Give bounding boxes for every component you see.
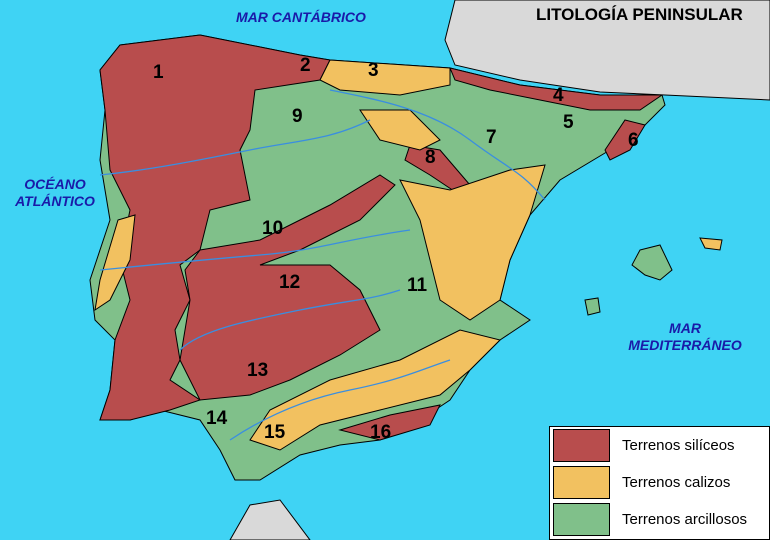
river-ebro xyxy=(329,89,546,201)
region-label: 6 xyxy=(628,130,639,151)
region-label: 5 xyxy=(563,112,574,133)
region-label: 16 xyxy=(370,422,392,443)
river-guadiana xyxy=(179,289,401,351)
region-label: 8 xyxy=(425,147,436,168)
region-label: 9 xyxy=(292,106,303,127)
region-label: 14 xyxy=(206,408,228,429)
legend: Terrenos silíceos Terrenos calizos Terre… xyxy=(549,426,770,540)
region-label: 10 xyxy=(262,218,284,239)
legend-swatch xyxy=(553,429,610,462)
region-label: 15 xyxy=(264,422,286,443)
calcareous-portugal xyxy=(94,214,136,312)
sea-label-line: OCÉANO xyxy=(24,176,86,192)
legend-label: Terrenos arcillosos xyxy=(622,511,748,528)
region-label: 7 xyxy=(486,127,497,148)
region-label: 2 xyxy=(300,55,311,76)
legend-label: Terrenos calizos xyxy=(622,474,731,491)
calcareous-east xyxy=(399,164,546,321)
sea-label-line: ATLÁNTICO xyxy=(15,193,95,209)
region-label: 4 xyxy=(553,85,564,106)
sea-label-atlantico: OCÉANO ATLÁNTICO xyxy=(10,176,100,210)
river-duero xyxy=(99,119,371,176)
region-label: 12 xyxy=(279,272,301,293)
sea-label-line: MAR xyxy=(669,320,701,336)
africa-land xyxy=(229,499,311,540)
legend-item-clay: Terrenos arcillosos xyxy=(550,501,769,538)
siliceous-betic xyxy=(338,404,441,441)
sea-label-line: MEDITERRÁNEO xyxy=(628,337,742,353)
legend-swatch xyxy=(553,466,610,499)
france-land xyxy=(444,0,770,101)
region-label: 1 xyxy=(153,62,164,83)
siliceous-pyrenees xyxy=(449,67,664,111)
legend-item-calcareous: Terrenos calizos xyxy=(550,464,769,501)
siliceous-central xyxy=(179,174,396,401)
legend-label: Terrenos silíceos xyxy=(622,437,735,454)
sea-label-mediterraneo: MAR MEDITERRÁNEO xyxy=(615,320,755,354)
rivers xyxy=(99,89,546,441)
legend-swatch xyxy=(553,503,610,536)
mallorca xyxy=(631,244,673,281)
map-title: LITOLOGÍA PENINSULAR xyxy=(536,5,743,24)
region-label: 3 xyxy=(368,60,379,81)
sea-label-cantabrico: MAR CANTÁBRICO xyxy=(236,9,366,25)
ibiza xyxy=(584,297,601,316)
region-label: 13 xyxy=(247,360,269,381)
river-tajo xyxy=(99,229,411,271)
calcareous-ebro xyxy=(359,109,441,151)
legend-item-siliceous: Terrenos silíceos xyxy=(550,427,769,464)
siliceous-catalonia xyxy=(604,119,646,161)
menorca xyxy=(699,237,723,251)
calcareous-cantabrian xyxy=(319,59,451,96)
calcareous-south xyxy=(249,329,501,451)
river-guadalquivir xyxy=(229,359,451,441)
region-label: 11 xyxy=(407,275,428,296)
